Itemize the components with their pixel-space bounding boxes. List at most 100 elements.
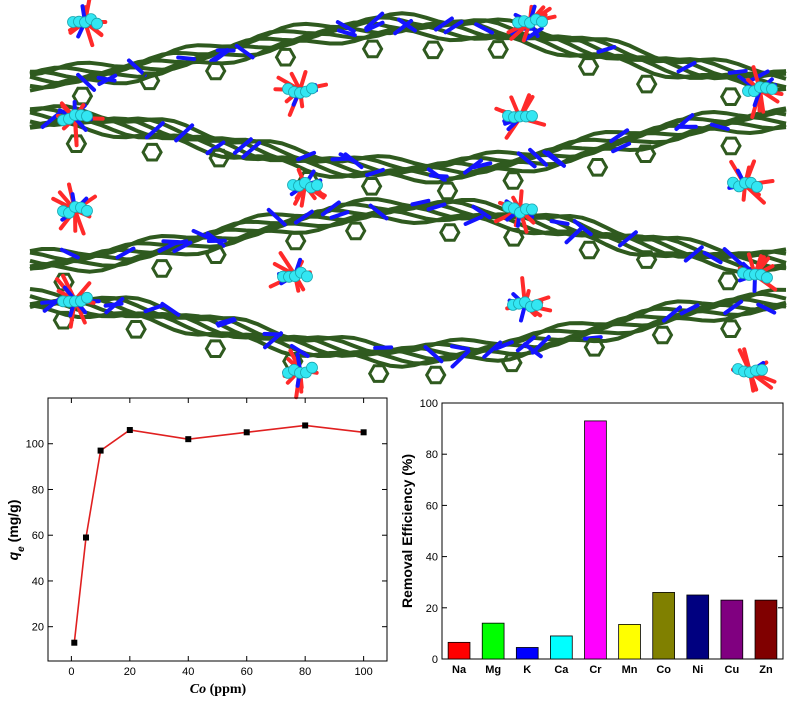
metal-atom — [756, 363, 768, 376]
bar-y-axis-title: Removal Efficiency (%) — [399, 454, 415, 608]
phenyl-ring — [487, 40, 509, 59]
nitrogen-bond — [336, 28, 357, 38]
metal-atom — [751, 180, 763, 193]
phenyl-ring — [204, 61, 227, 81]
nitrogen-bond — [493, 340, 514, 351]
nitrogen-bond — [157, 241, 178, 254]
metal-atom — [311, 179, 323, 192]
nitrogen-bond — [172, 240, 193, 254]
nitrogen-bond — [289, 343, 310, 358]
phenyl-ring — [720, 319, 742, 338]
phenyl-ring — [208, 148, 230, 168]
phenyl-ring — [52, 310, 75, 330]
nitrogen-bond — [76, 72, 97, 92]
nitrogen-bond — [609, 128, 630, 144]
nitrogen-bond — [232, 137, 253, 155]
y-tick-label: 100 — [420, 398, 438, 410]
nitrogen-bond — [516, 151, 537, 169]
phenyl-ring — [634, 144, 657, 163]
phenyl-ring — [367, 364, 390, 383]
metal-atom — [301, 270, 313, 283]
nitrogen-bond — [463, 214, 484, 226]
nitrogen-bond — [474, 22, 495, 35]
bar — [618, 624, 641, 660]
nitrogen-bond — [472, 161, 493, 170]
carbon-chain — [29, 199, 787, 263]
nitrogen-bond — [320, 200, 341, 217]
bar — [584, 420, 607, 660]
y-tick-label: 60 — [32, 530, 44, 542]
nitrogen-bond — [365, 167, 386, 178]
nitrogen-bond — [549, 219, 570, 226]
x-tick-label: Ni — [692, 664, 703, 676]
phenyl-ring — [360, 177, 383, 196]
nitrogen-bond — [723, 299, 744, 316]
nitrogen-bond — [205, 140, 226, 156]
phenyl-ring — [424, 365, 447, 385]
phenyl-ring — [635, 250, 658, 269]
metal-atom — [306, 82, 318, 95]
nitrogen-bond — [709, 122, 730, 132]
y-tick-label: 40 — [32, 576, 44, 588]
y-tick-label: 0 — [432, 654, 438, 666]
x-tick-label: 20 — [124, 666, 136, 678]
metal-atom — [526, 110, 538, 122]
nitrogen-bond — [343, 152, 364, 170]
nitrogen-bond — [523, 26, 544, 42]
nitrogen-bond — [176, 55, 197, 62]
metal-atom — [81, 291, 93, 304]
y-tick-label: 20 — [32, 622, 44, 634]
x-tick-label: Ca — [554, 664, 569, 676]
phenyl-ring — [141, 142, 163, 162]
framework-layers — [29, 11, 787, 385]
metal-atom — [91, 17, 103, 30]
nitrogen-bond — [450, 349, 471, 369]
line-plot-frame — [47, 397, 388, 662]
phenyl-ring — [583, 338, 606, 357]
nitrogen-bond — [410, 198, 431, 207]
nitrogen-bond — [702, 250, 723, 265]
nitrogen-bond — [596, 45, 617, 54]
metal-atom — [306, 361, 318, 374]
nitrogen-bond — [617, 230, 638, 248]
phenyl-ring — [578, 240, 601, 260]
nitrogen-bond — [564, 225, 585, 245]
nitrogen-bond — [144, 121, 165, 140]
phenyl-ring — [205, 245, 227, 264]
y-tick-label: 80 — [32, 484, 44, 496]
oxygen-bond — [298, 70, 308, 92]
phenyl-ring — [151, 259, 173, 278]
bar — [652, 592, 675, 660]
bar — [515, 647, 539, 660]
nitrogen-bond — [97, 73, 118, 86]
nitrogen-bond — [160, 301, 181, 317]
phenyl-ring — [501, 353, 523, 373]
phenyl-ring — [720, 136, 742, 156]
metal-atom — [761, 271, 773, 284]
nitrogen-bond — [423, 345, 444, 364]
nitrogen-bond — [296, 150, 317, 162]
phenyl-ring — [503, 228, 525, 247]
phenyl-ring — [344, 221, 367, 241]
nitrogen-bond — [428, 173, 449, 179]
metal-atom — [536, 15, 548, 28]
x-tick-label: Mg — [485, 664, 501, 676]
phenyl-ring — [635, 74, 658, 94]
metal-atom — [526, 203, 538, 216]
nitrogen-bond — [433, 16, 454, 32]
nitrogen-bond — [449, 344, 470, 352]
data-point — [71, 639, 78, 646]
nitrogen-bond — [749, 69, 770, 83]
data-point — [185, 436, 192, 443]
x-tick-label: 80 — [299, 666, 311, 678]
nitrogen-bond — [126, 58, 147, 78]
nitrogen-bond — [482, 340, 503, 359]
oxygen-bond — [73, 116, 79, 145]
carbon-chain — [29, 213, 787, 274]
data-point — [243, 429, 250, 436]
data-point — [126, 427, 133, 434]
x-tick-label: Co — [656, 664, 671, 676]
nitrogen-bond — [266, 207, 287, 227]
x-tick-label: 100 — [354, 666, 372, 678]
nitrogen-bond — [546, 150, 567, 168]
